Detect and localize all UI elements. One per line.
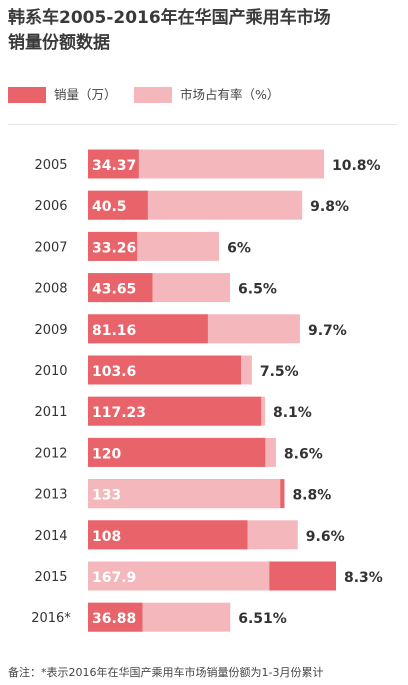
bar-chart: 2005 34.37 10.8% 2006 40.5 9.8% 2007 33.26 6% 200…: [31, 149, 383, 632]
category-label-2015: 2015: [34, 570, 67, 585]
share-value-label-2008: 6.5%: [238, 282, 277, 298]
sales-bar-2009: [88, 314, 208, 344]
sales-bar-2010: [88, 355, 242, 385]
share-value-label-2005: 10.8%: [332, 158, 381, 174]
category-label-2006: 2006: [34, 199, 67, 214]
sales-value-label-2010: 103.6: [92, 364, 136, 380]
sales-value-label-2013: 133: [92, 488, 121, 504]
share-value-label-2012: 8.6%: [284, 446, 323, 462]
legend-swatch-sales: [8, 87, 46, 103]
chart-title-line2: 销量份额数据: [8, 33, 110, 53]
share-value-label-2010: 7.5%: [260, 364, 299, 380]
chart-title: 韩系车2005-2016年在华国产乘用车市场 销量份额数据: [8, 6, 388, 56]
category-label-2014: 2014: [34, 529, 67, 544]
share-bar-2015: [88, 561, 270, 591]
sales-value-label-2006: 40.5: [92, 199, 127, 215]
share-bar-2013: [88, 479, 281, 509]
category-label-2007: 2007: [34, 240, 67, 255]
chart-title-line1: 韩系车2005-2016年在华国产乘用车市场: [8, 8, 331, 28]
category-label-2005: 2005: [34, 158, 67, 173]
sales-bar-2007: [88, 231, 138, 261]
sales-bar-2008: [88, 273, 153, 303]
share-value-label-2016star: 6.51%: [238, 611, 287, 627]
sales-value-label-2005: 34.37: [92, 158, 136, 174]
share-value-label-2006: 9.8%: [310, 199, 349, 215]
sales-bar-2006: [88, 190, 148, 220]
share-value-label-2009: 9.7%: [308, 323, 347, 339]
legend-swatch-share: [134, 87, 172, 103]
sales-bar-2016star: [88, 602, 143, 632]
sales-value-label-2016star: 36.88: [92, 611, 136, 627]
sales-bar-2012: [88, 437, 266, 467]
legend-label-sales: 销量（万）: [54, 87, 117, 102]
share-value-label-2013: 8.8%: [292, 488, 331, 504]
sales-value-label-2008: 43.65: [92, 282, 136, 298]
category-label-2012: 2012: [34, 446, 67, 461]
chart-legend: 销量（万） 市场占有率（%）: [8, 84, 398, 106]
sales-value-label-2009: 81.16: [92, 323, 136, 339]
sales-bar-2005: [88, 149, 139, 179]
category-label-2016star: 2016*: [31, 611, 71, 626]
sales-value-label-2014: 108: [92, 529, 121, 545]
category-label-2010: 2010: [34, 364, 67, 379]
share-value-label-2014: 9.6%: [306, 529, 345, 545]
category-label-2009: 2009: [34, 323, 67, 338]
sales-value-label-2015: 167.9: [92, 570, 136, 586]
sales-bar-2014: [88, 520, 248, 550]
category-label-2013: 2013: [34, 488, 67, 503]
sales-value-label-2007: 33.26: [92, 240, 136, 256]
share-value-label-2015: 8.3%: [344, 570, 383, 586]
legend-label-share: 市场占有率（%）: [180, 87, 280, 102]
share-value-label-2011: 8.1%: [273, 405, 312, 421]
sales-value-label-2012: 120: [92, 446, 121, 462]
footnote: 备注：*表示2016年在华国产乘用车市场销量份额为1-3月份累计: [8, 666, 324, 679]
category-label-2008: 2008: [34, 282, 67, 297]
sales-value-label-2011: 117.23: [92, 405, 146, 421]
sales-bar-2011: [88, 396, 262, 426]
legend-divider: [8, 124, 398, 125]
category-label-2011: 2011: [34, 405, 67, 420]
share-value-label-2007: 6%: [227, 240, 251, 256]
